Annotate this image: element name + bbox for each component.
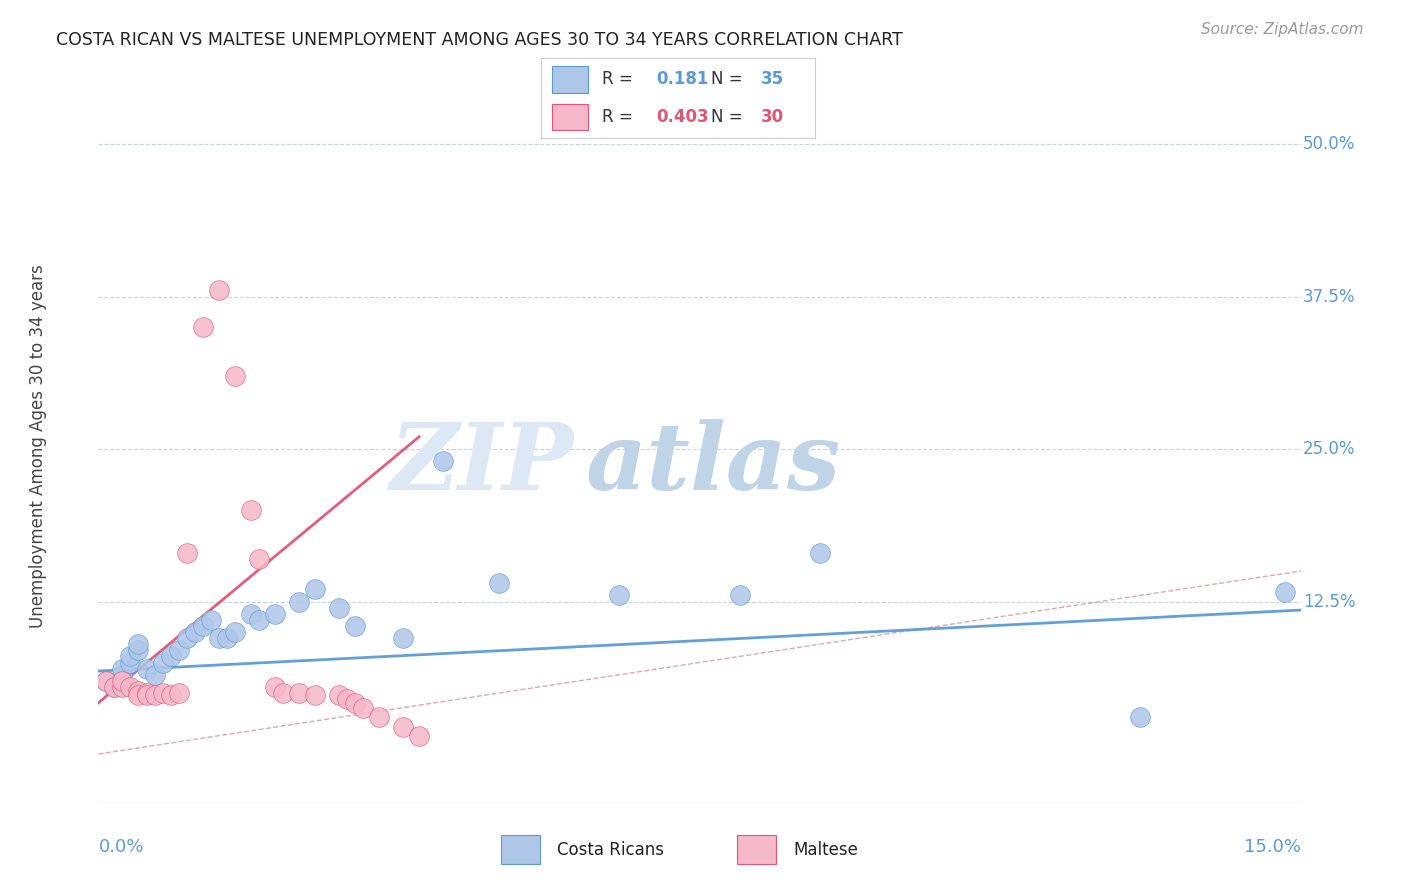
Point	[191, 619, 214, 633]
Point	[120, 680, 142, 694]
Point	[135, 662, 157, 676]
Point	[200, 613, 222, 627]
Point	[328, 600, 350, 615]
Point	[111, 662, 134, 676]
Point	[191, 320, 214, 334]
Text: Source: ZipAtlas.com: Source: ZipAtlas.com	[1201, 22, 1364, 37]
Point	[111, 673, 134, 688]
Point	[343, 619, 366, 633]
Text: R =: R =	[602, 70, 633, 87]
Point	[96, 673, 118, 688]
Text: 50.0%: 50.0%	[1303, 135, 1355, 153]
Point	[135, 686, 157, 700]
Text: 15.0%: 15.0%	[1243, 838, 1301, 856]
Text: atlas: atlas	[585, 419, 841, 508]
Point	[208, 284, 231, 298]
Point	[176, 546, 198, 560]
FancyBboxPatch shape	[553, 103, 588, 130]
Text: 0.181: 0.181	[657, 70, 709, 87]
Text: 12.5%: 12.5%	[1303, 592, 1355, 610]
Point	[224, 625, 246, 640]
Text: 37.5%: 37.5%	[1303, 287, 1355, 306]
Point	[215, 631, 238, 645]
Point	[432, 454, 454, 468]
Point	[728, 589, 751, 603]
Point	[263, 680, 285, 694]
Point	[224, 368, 246, 383]
Point	[239, 607, 262, 621]
Text: COSTA RICAN VS MALTESE UNEMPLOYMENT AMONG AGES 30 TO 34 YEARS CORRELATION CHART: COSTA RICAN VS MALTESE UNEMPLOYMENT AMON…	[56, 31, 903, 49]
Point	[263, 607, 285, 621]
Point	[135, 689, 157, 703]
Point	[128, 643, 150, 657]
Point	[488, 576, 510, 591]
Point	[1274, 584, 1296, 599]
Point	[111, 667, 134, 681]
Point	[128, 683, 150, 698]
Point	[120, 656, 142, 670]
Point	[304, 689, 326, 703]
Text: 25.0%: 25.0%	[1303, 440, 1355, 458]
Point	[120, 649, 142, 664]
Point	[288, 594, 311, 608]
Point	[288, 686, 311, 700]
Point	[152, 686, 174, 700]
Text: Costa Ricans: Costa Ricans	[557, 840, 664, 859]
FancyBboxPatch shape	[553, 66, 588, 93]
Point	[103, 680, 125, 694]
Text: 0.403: 0.403	[657, 108, 709, 126]
Text: 35: 35	[761, 70, 783, 87]
Text: 30: 30	[761, 108, 783, 126]
Point	[368, 710, 391, 724]
Point	[128, 637, 150, 651]
Point	[159, 649, 181, 664]
Text: Unemployment Among Ages 30 to 34 years: Unemployment Among Ages 30 to 34 years	[30, 264, 48, 628]
Point	[328, 689, 350, 703]
Point	[103, 680, 125, 694]
Text: R =: R =	[602, 108, 633, 126]
FancyBboxPatch shape	[501, 835, 540, 864]
Text: 0.0%: 0.0%	[98, 838, 143, 856]
Point	[352, 700, 374, 714]
Text: Maltese: Maltese	[793, 840, 858, 859]
Point	[304, 582, 326, 597]
Text: N =: N =	[711, 108, 742, 126]
Point	[176, 631, 198, 645]
Point	[271, 686, 294, 700]
FancyBboxPatch shape	[737, 835, 776, 864]
Point	[96, 673, 118, 688]
Point	[167, 643, 190, 657]
Point	[239, 503, 262, 517]
Point	[392, 720, 415, 734]
Point	[143, 689, 166, 703]
Point	[247, 613, 270, 627]
Text: N =: N =	[711, 70, 742, 87]
Point	[609, 589, 631, 603]
Point	[392, 631, 415, 645]
Point	[336, 692, 359, 706]
Point	[808, 546, 831, 560]
Point	[1129, 710, 1152, 724]
Text: ZIP: ZIP	[389, 419, 574, 508]
Point	[128, 689, 150, 703]
Point	[408, 729, 430, 743]
Point	[167, 686, 190, 700]
Point	[247, 551, 270, 566]
Point	[143, 667, 166, 681]
Point	[343, 696, 366, 710]
Point	[152, 656, 174, 670]
Point	[111, 680, 134, 694]
Point	[208, 631, 231, 645]
Point	[159, 689, 181, 703]
Point	[183, 625, 205, 640]
